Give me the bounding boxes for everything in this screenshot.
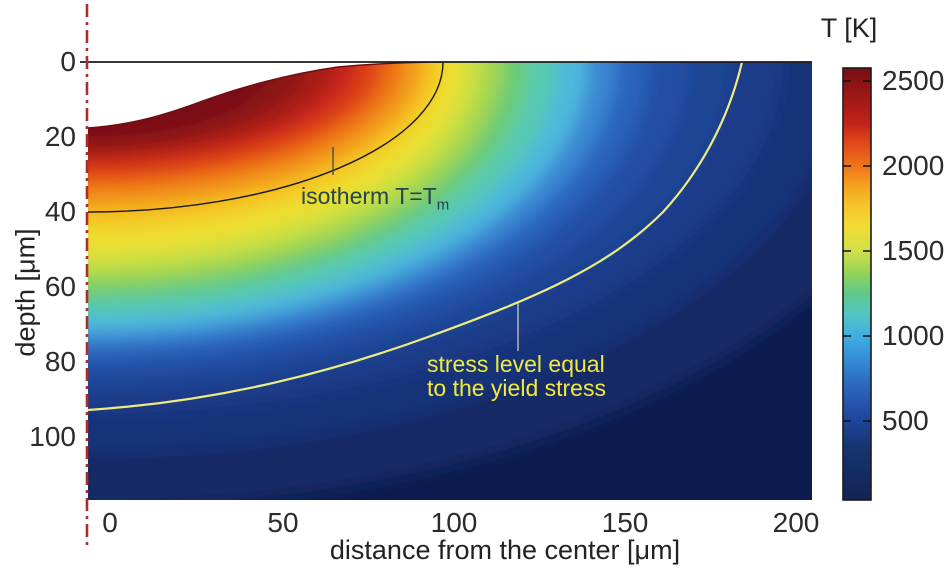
yield-stress-annotation-line2: to the yield stress [427, 375, 606, 401]
isotherm-curve [88, 62, 444, 213]
x-tick-100: 100 [430, 507, 478, 538]
colorbar-ticks [843, 80, 871, 422]
cb-tick-2500: 2500 [882, 65, 945, 96]
isotherm-annotation-subscript: m [436, 196, 450, 214]
y-tick-60: 60 [44, 271, 76, 302]
cb-tick-1000: 1000 [882, 320, 945, 351]
y-tick-100: 100 [29, 421, 76, 452]
colorbar [842, 67, 872, 501]
colorbar-title: T [K] [820, 13, 878, 43]
y-tick-40: 40 [44, 196, 76, 227]
y-tick-0: 0 [60, 46, 76, 77]
cb-tick-2000: 2000 [882, 150, 945, 181]
isotherm-annotation-text: isotherm T=T [301, 183, 437, 209]
cb-tick-500: 500 [882, 405, 929, 436]
yield-stress-curve [88, 62, 744, 412]
y-tick-20: 20 [44, 121, 76, 152]
crater-rim-line [88, 62, 445, 129]
yield-stress-annotation: stress level equal to the yield stress [427, 352, 606, 400]
cb-tick-1500: 1500 [882, 235, 945, 266]
colorbar-gradient [842, 67, 872, 501]
x-tick-50: 50 [267, 507, 299, 538]
isotherm-annotation: isotherm T=Tm [301, 183, 449, 214]
x-tick-150: 150 [601, 507, 649, 538]
y-tick-80: 80 [44, 346, 76, 377]
yield-stress-annotation-line1: stress level equal [427, 351, 605, 377]
x-axis-title: distance from the center [μm] [329, 535, 681, 565]
crater-shape [88, 62, 444, 128]
x-tick-200: 200 [772, 507, 820, 538]
heat-field [88, 62, 812, 500]
y-axis-title: depth [μm] [10, 228, 41, 357]
x-tick-0: 0 [102, 507, 118, 538]
